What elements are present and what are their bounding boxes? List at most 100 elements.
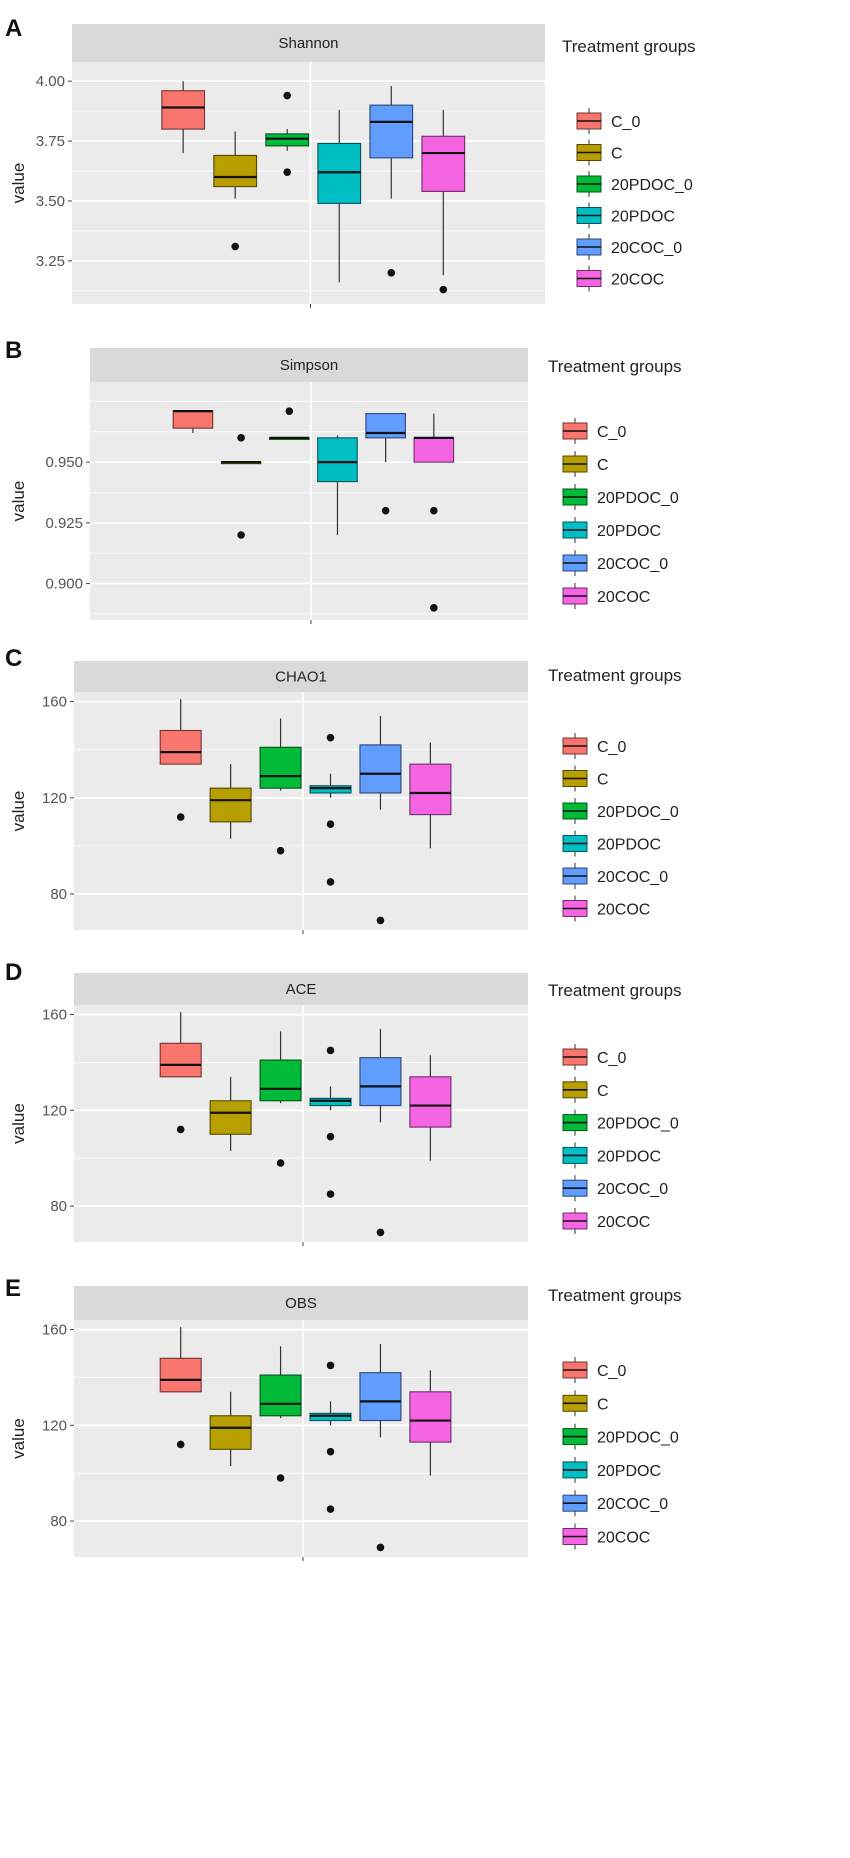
box-iqr [209, 1415, 252, 1450]
box-20COC [409, 742, 452, 849]
legend: Treatment groups C_0 C 20PDOC_0 20PDOC 20COC_… [548, 1286, 682, 1550]
box-iqr [209, 1100, 252, 1135]
legend-item-20COC: 20COC [576, 265, 664, 292]
y-tick-label: 0.900 [45, 576, 83, 593]
legend-item-C: C [562, 1076, 609, 1103]
y-tick-label: 120 [42, 790, 67, 807]
y-axis-label: value [9, 163, 28, 204]
legend-item-20PDOC_0: 20PDOC_0 [562, 484, 679, 510]
y-tick-label: 120 [42, 1417, 67, 1434]
legend-title: Treatment groups [562, 37, 696, 56]
legend-label: 20COC [597, 1530, 650, 1547]
outlier-point [276, 1474, 285, 1482]
plot-background [72, 62, 545, 304]
outlier-point [326, 1132, 335, 1141]
legend-item-20PDOC: 20PDOC [562, 1142, 661, 1169]
outlier-point [376, 916, 385, 925]
plot-background [74, 1320, 528, 1557]
legend-item-20COC: 20COC [562, 895, 650, 922]
facet-strip [90, 348, 528, 382]
box-20PDOC [309, 1046, 352, 1198]
box-20PDOC_0 [265, 91, 310, 177]
box-iqr [159, 1042, 202, 1078]
box-20COC [413, 413, 455, 612]
legend-item-C: C [562, 451, 609, 477]
legend-label: 20COC [611, 272, 664, 289]
box-C [209, 1076, 252, 1152]
plot-background [74, 692, 528, 930]
facet-strip-title: Shannon [278, 35, 338, 52]
legend-label: 20COC_0 [597, 869, 668, 886]
y-tick-label: 3.25 [36, 253, 65, 270]
legend-item-C: C [562, 1390, 609, 1417]
box-20PDOC [309, 1361, 352, 1513]
legend-title: Treatment groups [548, 357, 682, 376]
outlier-point [381, 506, 390, 515]
box-C_0 [159, 699, 202, 821]
panel-B: B Simpson 0.900 0.925 0.950 value Treatment gr… [5, 337, 682, 624]
box-20PDOC_0 [259, 718, 302, 855]
box-20PDOC [317, 435, 358, 535]
y-tick-label: 0.950 [45, 454, 83, 471]
legend-label: 20COC [597, 902, 650, 919]
legend-label: C_0 [597, 1363, 626, 1380]
legend-item-20PDOC_0: 20PDOC_0 [562, 1109, 679, 1136]
outlier-point [283, 91, 292, 100]
box-iqr [159, 729, 202, 765]
box-iqr [317, 142, 362, 204]
panel-letter: E [5, 1275, 21, 1302]
legend-item-C: C [576, 139, 623, 166]
legend-label: C_0 [611, 114, 640, 131]
box-20COC_0 [359, 716, 402, 925]
legend-label: 20PDOC_0 [597, 804, 679, 821]
y-axis-label: value [9, 481, 28, 522]
outlier-point [387, 269, 396, 277]
box-iqr [369, 104, 414, 159]
box-20COC [409, 1055, 452, 1161]
box-iqr [265, 133, 310, 147]
box-iqr [172, 410, 214, 429]
box-20PDOC_0 [259, 1031, 302, 1167]
box-C [213, 131, 258, 251]
outlier-point [276, 846, 285, 855]
outlier-point [439, 285, 448, 294]
outlier-point [231, 242, 239, 251]
legend-title: Treatment groups [548, 1286, 682, 1305]
box-iqr [309, 1097, 352, 1107]
box-iqr [161, 90, 206, 130]
panel-letter: C [5, 645, 22, 672]
legend-item-20COC: 20COC [562, 583, 650, 609]
legend-item-20PDOC: 20PDOC [562, 1456, 661, 1483]
legend-item-20COC_0: 20COC_0 [562, 1175, 668, 1202]
box-iqr [259, 1059, 302, 1102]
legend-title: Treatment groups [548, 666, 682, 685]
y-tick-label: 3.50 [36, 193, 65, 210]
box-C [209, 1391, 252, 1467]
box-iqr [359, 1057, 402, 1107]
facet-strip-title: CHAO1 [275, 669, 327, 686]
legend-label: C_0 [597, 424, 626, 441]
box-20PDOC [309, 733, 352, 886]
y-axis-label: value [9, 791, 28, 832]
box-C_0 [159, 1012, 202, 1134]
outlier-point [326, 733, 335, 742]
legend-label: C [597, 772, 609, 789]
outlier-point [430, 604, 438, 612]
legend-item-20PDOC: 20PDOC [562, 517, 661, 543]
y-tick-label: 80 [50, 886, 67, 903]
facet-strip [72, 24, 545, 62]
box-20COC_0 [365, 413, 406, 515]
y-tick-label: 3.75 [36, 133, 65, 150]
outlier-point [283, 168, 292, 177]
outlier-point [176, 1440, 185, 1449]
outlier-point [237, 434, 245, 442]
legend-title: Treatment groups [548, 981, 682, 1000]
outlier-point [326, 1505, 335, 1513]
y-axis-label: value [9, 1418, 28, 1459]
outlier-point [276, 1159, 285, 1167]
y-tick-label: 160 [42, 694, 67, 711]
box-iqr [209, 787, 252, 823]
box-iqr [317, 437, 358, 483]
box-iqr [413, 437, 455, 463]
legend-label: C_0 [597, 739, 626, 756]
